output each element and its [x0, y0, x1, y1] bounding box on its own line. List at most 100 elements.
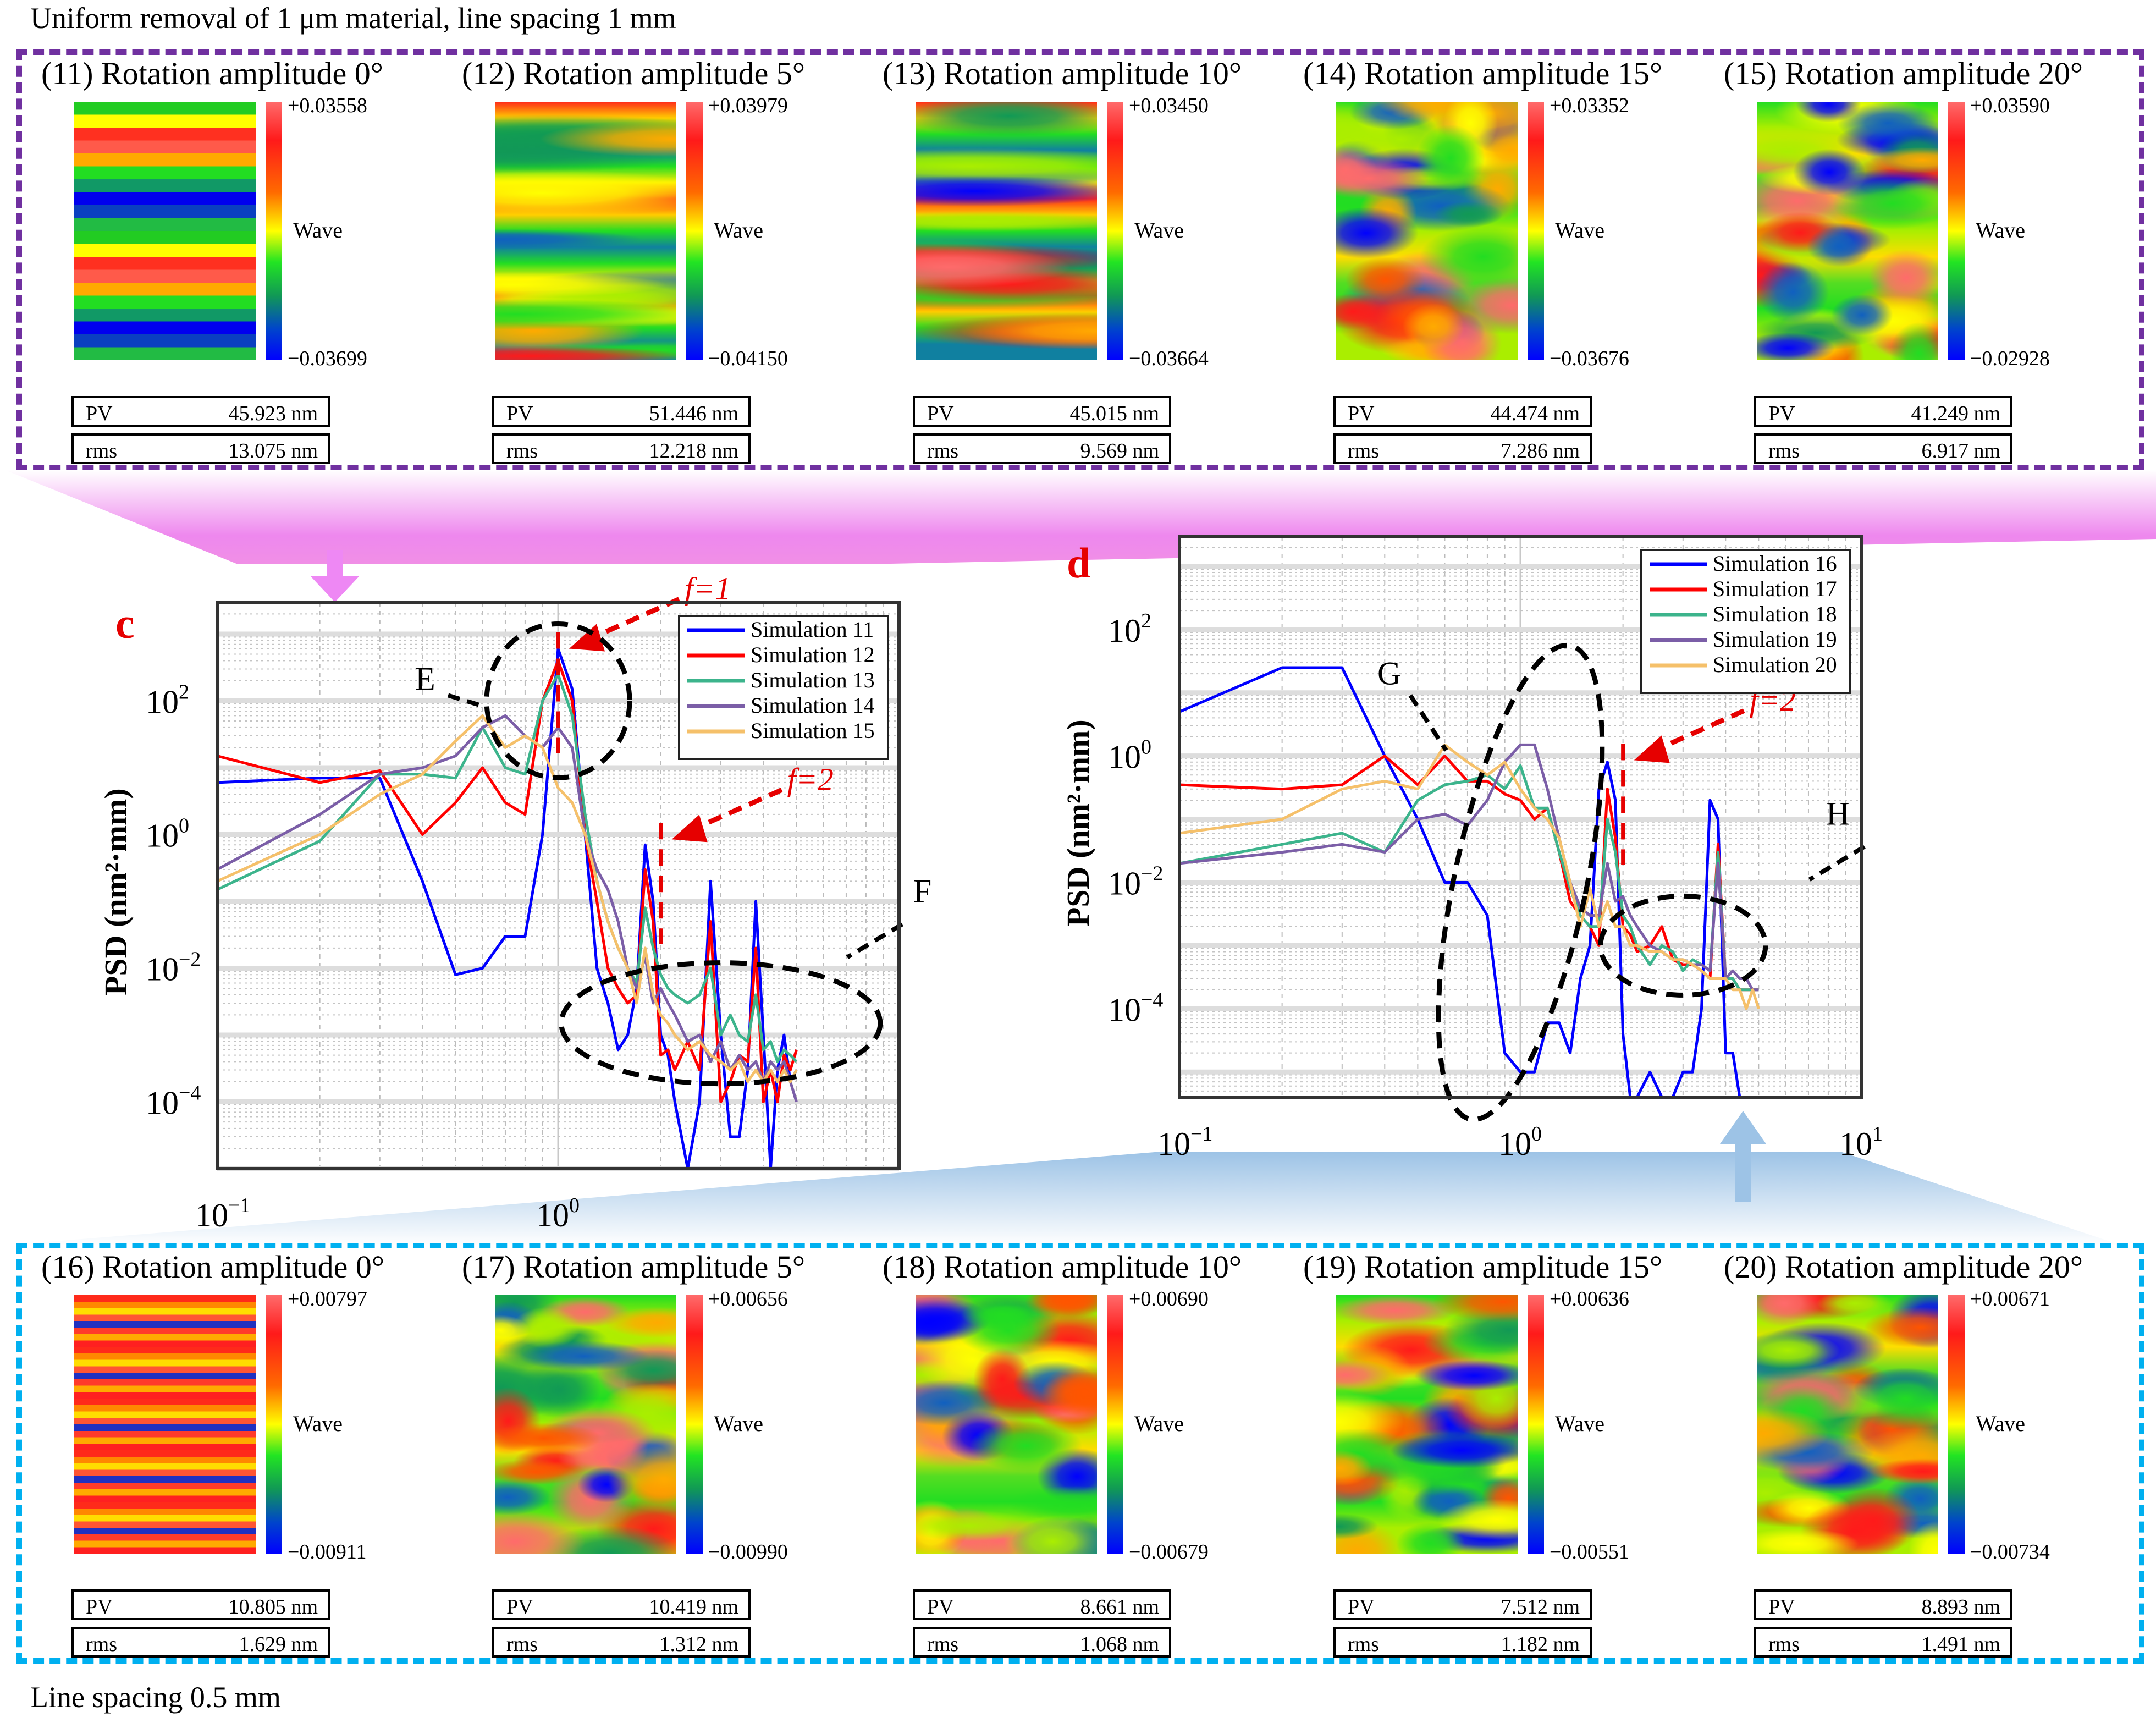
colorbar-max: +0.00636 — [1550, 1287, 1629, 1311]
colorbar-max: +0.00690 — [1129, 1287, 1209, 1311]
rms-box: rms 1.491 nm — [1754, 1627, 2012, 1658]
rms-box: rms 1.629 nm — [71, 1627, 330, 1658]
series-line-simulation-14 — [216, 714, 798, 1103]
rms-label: rms — [927, 439, 958, 463]
rms-value: 7.286 nm — [1501, 439, 1580, 463]
panel-letter: c — [115, 599, 135, 647]
plot-frame — [216, 601, 901, 1170]
colorbar-label: Wave — [1976, 218, 2026, 243]
colorbar-label: Wave — [1976, 1411, 2026, 1436]
legend-entry: Simulation 17 — [1713, 576, 1837, 601]
annotation-arrowhead — [569, 624, 605, 652]
rms-box: rms 1.312 nm — [492, 1627, 751, 1658]
x-tick-label: 10−1 — [1157, 1122, 1212, 1162]
series-line-simulation-12 — [217, 659, 798, 1103]
x-tick-label: 100 — [536, 1194, 580, 1234]
colorbar-label: Wave — [1134, 1411, 1184, 1436]
colorbar-max: +0.00656 — [708, 1287, 788, 1311]
surface-panel: (14) Rotation amplitude 15° +0.03352 Wav… — [1303, 55, 1710, 464]
pv-box: PV 51.446 nm — [492, 396, 751, 427]
annotation-label: H — [1826, 795, 1850, 832]
rms-value: 12.218 nm — [649, 439, 738, 463]
y-tick-label: 100 — [1108, 736, 1151, 775]
pv-box: PV 44.474 nm — [1333, 396, 1592, 427]
legend-entry: Simulation 19 — [1713, 627, 1837, 652]
pv-label: PV — [1768, 1595, 1795, 1619]
rms-value: 9.569 nm — [1080, 439, 1159, 463]
pv-box: PV 7.512 nm — [1333, 1589, 1592, 1620]
panel-title: (20) Rotation amplitude 20° — [1724, 1249, 2083, 1285]
y-tick-label: 10−4 — [1108, 988, 1163, 1028]
colorbar-max: +0.03450 — [1129, 94, 1209, 117]
pv-box: PV 45.015 nm — [913, 396, 1171, 427]
pv-value: 10.805 nm — [228, 1595, 318, 1619]
top-group-box — [16, 49, 2144, 470]
rms-value: 1.068 nm — [1080, 1633, 1159, 1656]
surface-panel: (15) Rotation amplitude 20° +0.03590 Wav… — [1724, 55, 2131, 464]
rms-label: rms — [86, 439, 117, 463]
surface-heatmap — [1336, 1295, 1518, 1554]
colorbar-min: −0.02928 — [1970, 347, 2050, 370]
annotation-ellipse — [1436, 642, 1605, 1122]
rms-value: 1.312 nm — [659, 1633, 738, 1656]
x-axis-label: f(mm⁻¹) — [1482, 1186, 1592, 1188]
colorbar-max: +0.00671 — [1970, 1287, 2050, 1311]
colorbar-max: +0.00797 — [288, 1287, 367, 1311]
pv-label: PV — [927, 402, 954, 425]
pv-value: 44.474 nm — [1490, 402, 1580, 425]
annotation-arrowhead — [671, 814, 708, 843]
x-tick-label: 100 — [1498, 1122, 1542, 1162]
surface-heatmap — [1757, 1295, 1938, 1554]
plot-frame — [1178, 535, 1863, 1099]
x-tick-label: 101 — [1839, 1122, 1883, 1162]
colorbar-max: +0.03558 — [288, 94, 367, 117]
surface-heatmap — [74, 102, 256, 360]
annotation-arrow — [1808, 844, 1866, 882]
legend-entry: Simulation 14 — [751, 693, 875, 718]
pv-label: PV — [506, 1595, 533, 1619]
panel-title: (16) Rotation amplitude 0° — [41, 1249, 385, 1285]
legend-box — [1640, 549, 1851, 694]
surface-panel: (18) Rotation amplitude 10° +0.00690 Wav… — [883, 1248, 1289, 1658]
colorbar-min: −0.00734 — [1970, 1540, 2050, 1564]
panel-letter: d — [1067, 539, 1090, 587]
colorbar — [686, 1295, 703, 1554]
pv-box: PV 10.419 nm — [492, 1589, 751, 1620]
legend-box — [678, 615, 889, 760]
surface-panel: (16) Rotation amplitude 0° +0.00797 Wave… — [41, 1248, 448, 1658]
rms-label: rms — [506, 1633, 538, 1656]
rms-label: rms — [927, 1633, 958, 1656]
surface-heatmap — [495, 102, 676, 360]
colorbar — [1948, 102, 1965, 360]
rms-box: rms 6.917 nm — [1754, 433, 2012, 464]
surface-panel: (13) Rotation amplitude 10° +0.03450 Wav… — [883, 55, 1289, 464]
rms-value: 1.182 nm — [1501, 1633, 1580, 1656]
pv-value: 45.015 nm — [1069, 402, 1159, 425]
rms-label: rms — [1768, 1633, 1800, 1656]
annotation-ellipse — [484, 621, 632, 780]
panel-title: (14) Rotation amplitude 15° — [1303, 56, 1663, 91]
pv-value: 7.512 nm — [1501, 1595, 1580, 1619]
rms-box: rms 9.569 nm — [913, 433, 1171, 464]
colorbar-label: Wave — [714, 218, 764, 243]
top-caption: Uniform removal of 1 μm material, line s… — [30, 2, 676, 35]
colorbar-min: −0.03664 — [1129, 347, 1209, 370]
pv-label: PV — [1768, 402, 1795, 425]
panel-title: (18) Rotation amplitude 10° — [883, 1249, 1242, 1285]
bottom-funnel — [0, 1152, 2122, 1246]
annotation-arrow — [447, 693, 485, 709]
y-tick-label: 102 — [1108, 609, 1151, 649]
surface-heatmap — [916, 102, 1097, 360]
colorbar — [1528, 102, 1544, 360]
pv-label: PV — [927, 1595, 954, 1619]
surface-heatmap — [916, 1295, 1097, 1554]
y-axis-label: PSD (nm²·mm) — [98, 788, 134, 995]
surface-panel: (12) Rotation amplitude 5° +0.03979 Wave… — [462, 55, 869, 464]
surface-panel: (20) Rotation amplitude 20° +0.00671 Wav… — [1724, 1248, 2131, 1658]
colorbar — [1107, 102, 1123, 360]
y-tick-label: 10−2 — [1108, 862, 1163, 901]
legend-entry: Simulation 20 — [1713, 652, 1837, 677]
bottom-group-box — [16, 1243, 2144, 1664]
panel-title: (12) Rotation amplitude 5° — [462, 56, 806, 91]
series-line-simulation-11 — [217, 647, 798, 1170]
